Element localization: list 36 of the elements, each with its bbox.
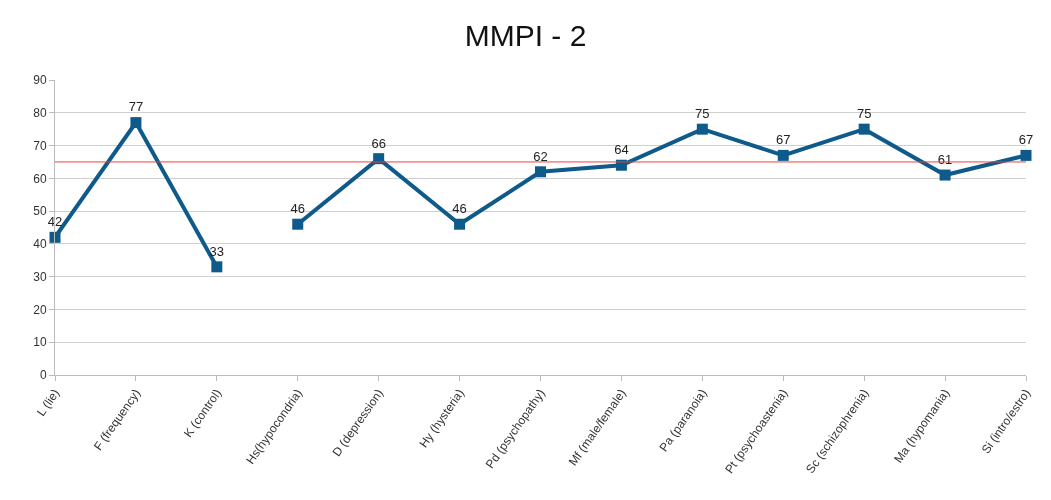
- data-label: 67: [1018, 132, 1034, 148]
- y-tick-label: 40: [33, 237, 47, 252]
- point: [454, 218, 466, 230]
- point: [211, 261, 223, 273]
- data-label: 75: [856, 106, 872, 122]
- data-label: 64: [614, 142, 629, 158]
- point: [696, 123, 708, 135]
- point: [130, 117, 142, 129]
- point: [858, 123, 870, 135]
- point: [1020, 149, 1032, 161]
- y-tick-label: 10: [33, 335, 47, 350]
- data-label: 66: [371, 135, 386, 151]
- data-label: 75: [695, 106, 710, 122]
- y-tick-label: 30: [33, 269, 47, 284]
- point: [535, 166, 546, 178]
- y-tick-label: 70: [33, 138, 47, 153]
- point: [49, 231, 61, 243]
- data-label: 62: [533, 148, 548, 164]
- y-tick-label: 50: [33, 204, 47, 219]
- data-label: 42: [47, 214, 63, 230]
- data-label: 46: [452, 201, 467, 217]
- point: [777, 149, 789, 161]
- data-label: 77: [128, 99, 144, 115]
- y-tick-label: 90: [33, 73, 47, 88]
- y-tick-label: 80: [33, 105, 47, 120]
- x-tick-label: L (lie): [33, 386, 63, 419]
- chart-title: MMPI - 2: [464, 19, 587, 52]
- point: [292, 218, 304, 230]
- data-label: 33: [209, 243, 225, 259]
- y-tick-label: 20: [33, 302, 47, 317]
- data-label: 46: [290, 201, 305, 217]
- point: [939, 169, 951, 181]
- data-label: 67: [776, 132, 791, 148]
- y-tick-label: 0: [39, 368, 47, 383]
- y-tick-label: 60: [33, 171, 47, 186]
- data-label: 61: [937, 151, 953, 167]
